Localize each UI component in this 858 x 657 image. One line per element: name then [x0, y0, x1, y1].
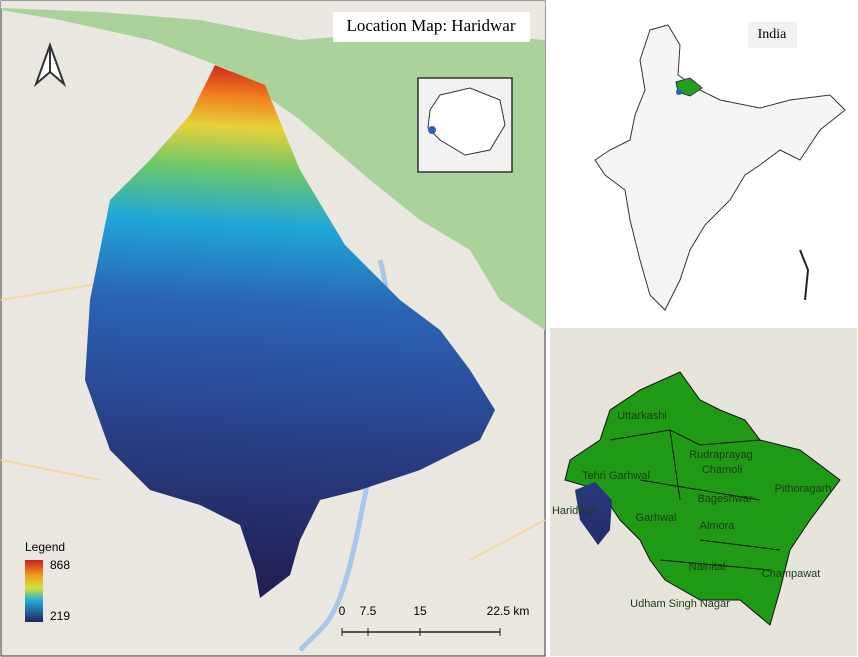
district-label: Garhwal: [636, 512, 677, 524]
district-label: Rudraprayag: [689, 449, 753, 461]
district-label: Haridwar: [552, 505, 596, 517]
forest-area: [1, 1, 545, 330]
district-label: Uttarkashi: [617, 410, 667, 422]
district-label: Udham Singh Nagar: [630, 598, 730, 610]
india-label-box: [748, 22, 797, 48]
inset-state: [427, 87, 506, 156]
district-label: Bageshwar: [697, 493, 752, 505]
india-outline: [594, 24, 846, 311]
district-map: Uttarkashi Rudraprayag Tehri Garhwal Cha…: [550, 328, 857, 656]
legend-min: 219: [50, 609, 70, 623]
haridwar-dot: [676, 89, 682, 95]
scale-label: 7.5: [360, 604, 377, 618]
district-label: Pithoragarh: [775, 483, 832, 495]
map-title: Location Map: Haridwar: [347, 16, 516, 35]
haridwar-dem: [85, 65, 495, 598]
legend-ramp: [25, 560, 43, 622]
scale-label: 22.5 km: [487, 604, 530, 618]
haridwar-district: [575, 482, 612, 545]
scale-bar: 0 7.5 15 22.5 km: [339, 604, 530, 636]
uttarakhand-districts: [564, 371, 841, 626]
district-label: Tehri Garhwal: [582, 470, 650, 482]
district-label: Nainital: [689, 561, 726, 573]
legend-max: 868: [50, 558, 70, 572]
title-box: [333, 12, 530, 42]
district-label: Champawat: [762, 568, 821, 580]
india-label: India: [758, 27, 788, 42]
legend-title: Legend: [25, 540, 65, 554]
main-map: Location Map: Haridwar Legend 868 219 0 …: [0, 0, 546, 657]
scale-label: 0: [339, 604, 346, 618]
india-map: India: [550, 1, 857, 324]
islands: [799, 249, 810, 301]
north-arrow: [33, 42, 67, 88]
district-boundaries: [609, 429, 781, 571]
scale-label: 15: [413, 604, 427, 618]
district-label: Almora: [700, 520, 736, 532]
inset-haridwar: [428, 126, 436, 134]
district-label: Chamoli: [702, 464, 742, 476]
